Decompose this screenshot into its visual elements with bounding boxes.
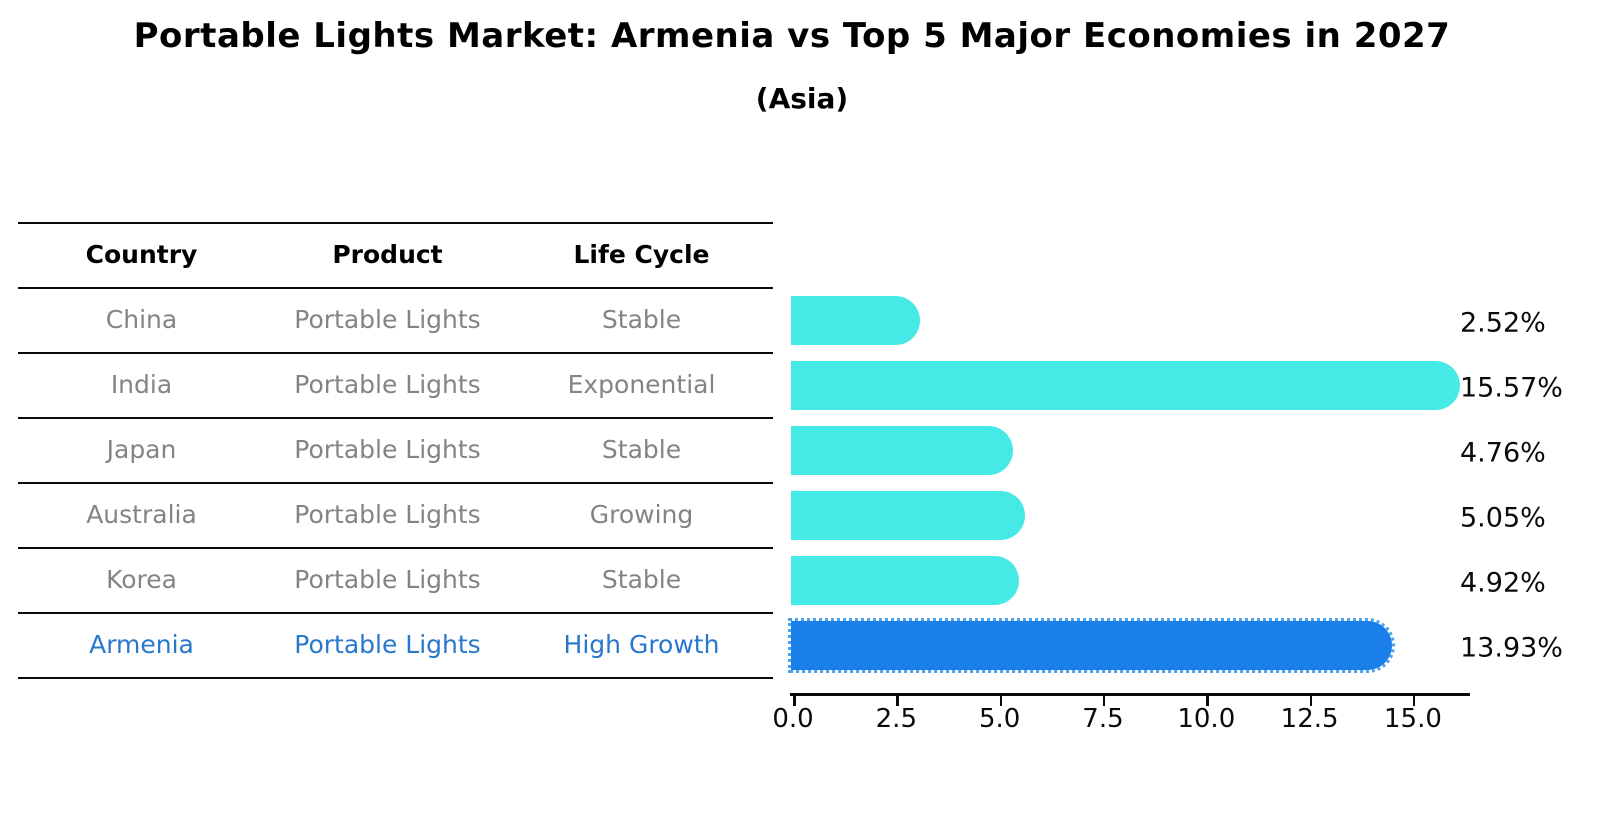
x-tick-label: 2.5	[875, 704, 917, 734]
column-header-life-cycle: Life Cycle	[573, 240, 710, 269]
table-header-row: Country Product Life Cycle	[18, 222, 773, 287]
table-row-korea: Korea Portable Lights Stable	[18, 547, 773, 612]
cell-product: Portable Lights	[294, 630, 481, 659]
x-axis-line	[790, 693, 1470, 696]
bar-australia	[791, 491, 1025, 540]
cell-product: Portable Lights	[294, 305, 481, 334]
table-row-armenia: Armenia Portable Lights High Growth	[18, 612, 773, 677]
bar-value-label: 2.52%	[1460, 307, 1546, 338]
chart-subtitle: (Asia)	[755, 82, 849, 115]
x-tick	[793, 696, 796, 706]
x-tick	[1309, 696, 1313, 706]
cell-country: India	[110, 370, 173, 399]
bar-value-label: 13.93%	[1460, 632, 1563, 663]
bar-value-label: 15.57%	[1460, 372, 1563, 403]
cell-life-cycle: Stable	[601, 305, 682, 334]
table-row-australia: Australia Portable Lights Growing	[18, 482, 773, 547]
cell-country: Australia	[86, 500, 197, 529]
x-tick-label: 7.5	[1082, 704, 1124, 734]
table-top-rule	[18, 222, 773, 224]
table-row-india: India Portable Lights Exponential	[18, 352, 773, 417]
column-header-product: Product	[332, 240, 443, 269]
table-row-rule	[18, 417, 773, 419]
x-tick-label: 12.5	[1280, 704, 1339, 734]
x-tick-label: 5.0	[978, 704, 1021, 734]
table-row-rule	[18, 352, 773, 354]
x-tick	[999, 696, 1003, 706]
cell-country: Korea	[106, 565, 177, 594]
cell-life-cycle: High Growth	[563, 630, 720, 659]
x-tick	[1102, 696, 1106, 706]
cell-life-cycle: Growing	[589, 500, 694, 529]
cell-life-cycle: Stable	[601, 435, 682, 464]
x-tick	[896, 696, 899, 706]
bar-korea	[791, 556, 1020, 605]
x-tick-label: 10.0	[1177, 704, 1236, 734]
table-bottom-rule	[18, 677, 773, 679]
cell-product: Portable Lights	[294, 435, 481, 464]
table-row-rule	[18, 287, 773, 289]
table-row-china: China Portable Lights Stable	[18, 287, 773, 352]
chart-title: Portable Lights Market: Armenia vs Top 5…	[133, 16, 1451, 56]
cell-life-cycle: Stable	[601, 565, 682, 594]
cell-country: Armenia	[89, 630, 194, 659]
bar-value-label: 5.05%	[1460, 502, 1546, 533]
cell-country: Japan	[106, 435, 177, 464]
x-tick	[1412, 696, 1416, 706]
bar-india	[791, 361, 1460, 410]
x-tick-label: 15.0	[1383, 704, 1442, 734]
cell-product: Portable Lights	[294, 500, 481, 529]
cell-country: China	[105, 305, 178, 334]
table-row-japan: Japan Portable Lights Stable	[18, 417, 773, 482]
bar-japan	[791, 426, 1013, 475]
table-row-rule	[18, 482, 773, 484]
table-row-rule	[18, 612, 773, 614]
bar-china	[791, 296, 921, 345]
cell-product: Portable Lights	[294, 370, 481, 399]
table-row-rule	[18, 547, 773, 549]
bar-value-label: 4.92%	[1460, 567, 1546, 598]
cell-product: Portable Lights	[294, 565, 481, 594]
column-header-country: Country	[85, 240, 198, 269]
bar-value-label: 4.76%	[1460, 437, 1546, 468]
bar-armenia	[788, 618, 1395, 673]
x-tick-label: 0.0	[772, 704, 814, 734]
cell-life-cycle: Exponential	[567, 370, 716, 399]
x-tick	[1206, 696, 1209, 706]
